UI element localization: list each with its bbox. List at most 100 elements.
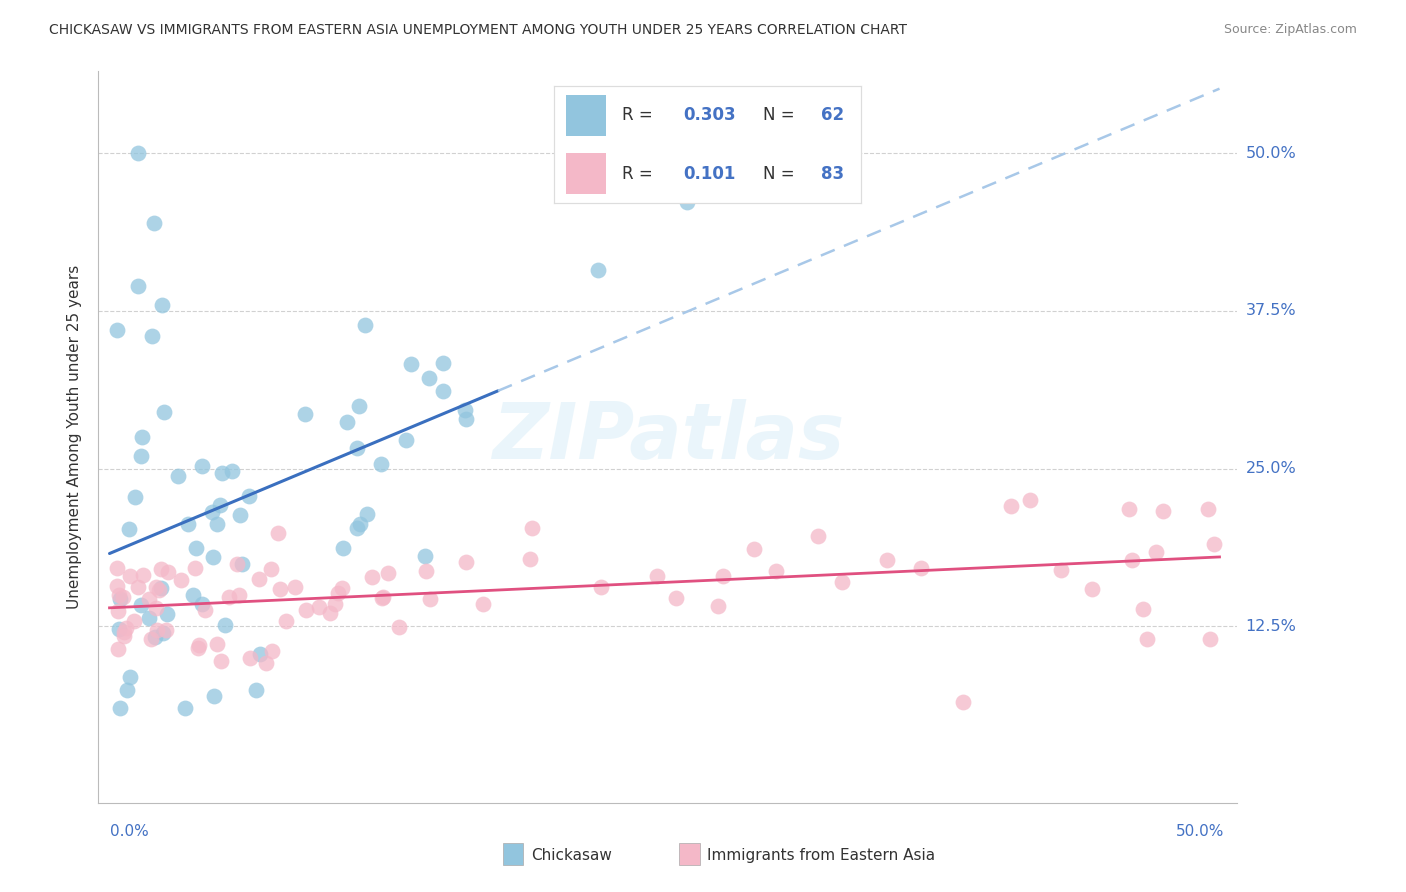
Point: [284, 580, 307, 594]
Point: [336, 415, 359, 429]
Point: [187, 640, 209, 655]
Point: [742, 542, 765, 557]
Point: [174, 701, 197, 715]
Point: [1121, 553, 1143, 567]
Point: [665, 591, 688, 606]
Point: [127, 278, 149, 293]
Point: [201, 505, 224, 519]
Point: [319, 607, 342, 621]
Text: 0.0%: 0.0%: [110, 824, 148, 839]
Point: [122, 614, 145, 628]
Point: [413, 549, 436, 563]
Point: [370, 457, 392, 471]
Point: [354, 318, 377, 332]
Point: [1144, 545, 1167, 559]
Point: [831, 575, 853, 590]
Point: [432, 355, 454, 369]
Point: [454, 403, 477, 417]
Point: [332, 541, 354, 555]
Point: [432, 384, 454, 398]
Point: [267, 525, 290, 540]
Point: [138, 592, 160, 607]
Point: [399, 357, 422, 371]
Point: [191, 459, 214, 474]
Point: [120, 670, 142, 684]
Point: [221, 464, 243, 478]
Point: [1132, 601, 1154, 615]
Bar: [503, 843, 523, 865]
Point: [245, 683, 267, 698]
Point: [239, 650, 262, 665]
Text: 12.5%: 12.5%: [1246, 619, 1296, 633]
Text: 50.0%: 50.0%: [1175, 824, 1225, 839]
Point: [1019, 493, 1042, 508]
Point: [108, 588, 131, 602]
Point: [415, 564, 437, 578]
Point: [294, 407, 316, 421]
Point: [141, 632, 163, 646]
Point: [108, 592, 131, 607]
Text: 37.5%: 37.5%: [1246, 303, 1296, 318]
Point: [156, 565, 179, 579]
Point: [108, 623, 131, 637]
Point: [228, 588, 250, 602]
Point: [347, 399, 370, 413]
Point: [183, 561, 205, 575]
Point: [356, 508, 378, 522]
Point: [177, 516, 200, 531]
Point: [247, 572, 270, 586]
Point: [145, 580, 167, 594]
Point: [276, 614, 298, 628]
Point: [118, 522, 141, 536]
Text: 25.0%: 25.0%: [1246, 461, 1296, 476]
Point: [132, 568, 155, 582]
Text: Immigrants from Eastern Asia: Immigrants from Eastern Asia: [707, 848, 935, 863]
Point: [149, 581, 172, 595]
Point: [419, 591, 441, 606]
Point: [238, 489, 260, 503]
Point: [187, 638, 209, 652]
Point: [1152, 503, 1174, 517]
Point: [211, 466, 233, 480]
Point: [586, 262, 609, 277]
Point: [675, 195, 697, 210]
Point: [148, 582, 170, 597]
Point: [127, 580, 149, 594]
Point: [214, 617, 236, 632]
Point: [765, 564, 787, 578]
Point: [155, 623, 177, 637]
Point: [205, 637, 228, 651]
Text: 50.0%: 50.0%: [1246, 145, 1296, 161]
Point: [295, 603, 318, 617]
Point: [589, 580, 612, 594]
Point: [231, 558, 253, 572]
Point: [112, 590, 135, 604]
Point: [138, 611, 160, 625]
Point: [115, 683, 138, 698]
Point: [146, 624, 169, 638]
Point: [876, 553, 898, 567]
Point: [131, 430, 153, 444]
Point: [107, 641, 129, 656]
Point: [112, 629, 135, 643]
Point: [105, 561, 128, 575]
Point: [218, 590, 240, 604]
Point: [269, 582, 291, 596]
Point: [260, 561, 283, 575]
Point: [143, 216, 166, 230]
Point: [107, 604, 129, 618]
Point: [181, 588, 204, 602]
Point: [418, 371, 440, 385]
Text: ZIPatlas: ZIPatlas: [492, 399, 844, 475]
Point: [706, 599, 728, 613]
Point: [373, 591, 395, 605]
Point: [1118, 501, 1140, 516]
Point: [328, 586, 350, 600]
Point: [114, 621, 136, 635]
Point: [456, 554, 478, 568]
Point: [145, 630, 167, 644]
Point: [149, 562, 172, 576]
Point: [105, 579, 128, 593]
Point: [201, 549, 224, 564]
Point: [346, 521, 368, 535]
